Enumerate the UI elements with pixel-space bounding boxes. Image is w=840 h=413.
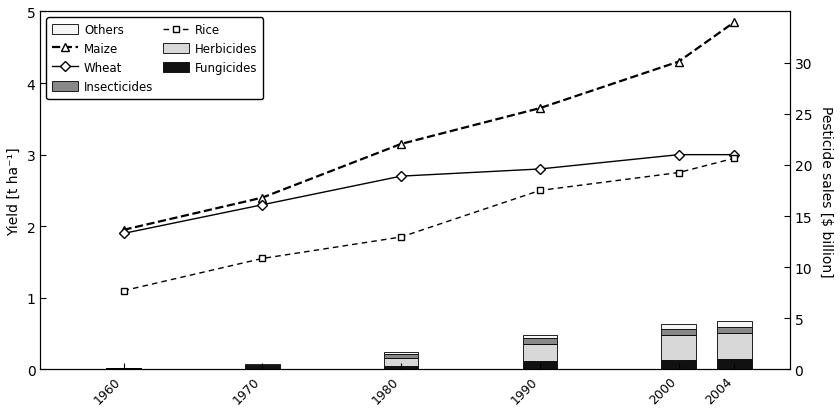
Legend: Others, Maize, Wheat, Insecticides, Rice, Herbicides, Fungicides: Others, Maize, Wheat, Insecticides, Rice… bbox=[46, 18, 263, 100]
Bar bbox=[661, 329, 696, 335]
Bar bbox=[384, 366, 418, 370]
Bar bbox=[522, 344, 557, 361]
Bar bbox=[661, 335, 696, 361]
Bar bbox=[717, 327, 752, 333]
Bar bbox=[245, 365, 280, 366]
Bar bbox=[717, 333, 752, 359]
Bar bbox=[384, 352, 418, 354]
Bar bbox=[522, 361, 557, 370]
Y-axis label: Yield [t ha⁻¹]: Yield [t ha⁻¹] bbox=[7, 147, 21, 235]
Bar bbox=[245, 366, 280, 370]
Bar bbox=[522, 335, 557, 338]
Bar bbox=[106, 368, 141, 370]
Bar bbox=[384, 358, 418, 366]
Bar bbox=[661, 361, 696, 370]
Bar bbox=[717, 321, 752, 327]
Bar bbox=[522, 338, 557, 344]
Bar bbox=[384, 354, 418, 358]
Bar bbox=[661, 324, 696, 329]
Y-axis label: Pesticide sales [$ billion]: Pesticide sales [$ billion] bbox=[819, 105, 833, 277]
Bar bbox=[717, 359, 752, 370]
